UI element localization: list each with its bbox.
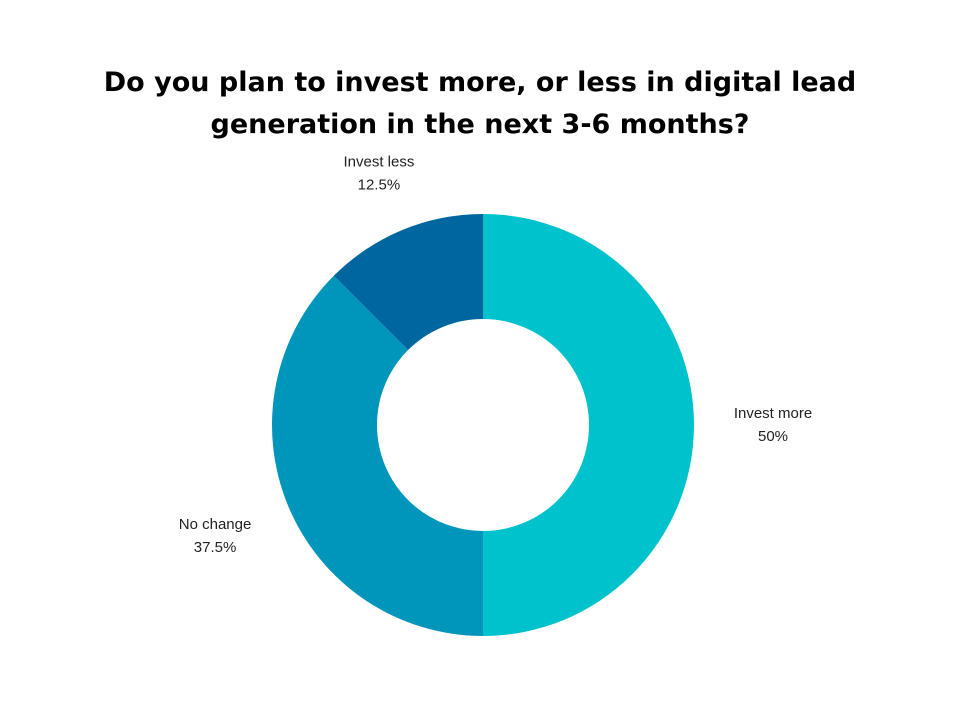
slice-label: Invest more <box>734 405 812 422</box>
slice-value-label: 50% <box>758 428 788 445</box>
chart-title: Do you plan to invest more, or less in d… <box>103 67 857 140</box>
slice-value-label: 12.5% <box>358 177 401 194</box>
slice-label: Invest less <box>343 154 414 171</box>
slice-label: No change <box>179 516 252 533</box>
donut-slice <box>483 214 694 636</box>
donut-slice <box>272 275 483 636</box>
slice-value-label: 37.5% <box>194 539 237 556</box>
donut-slice <box>333 214 483 351</box>
